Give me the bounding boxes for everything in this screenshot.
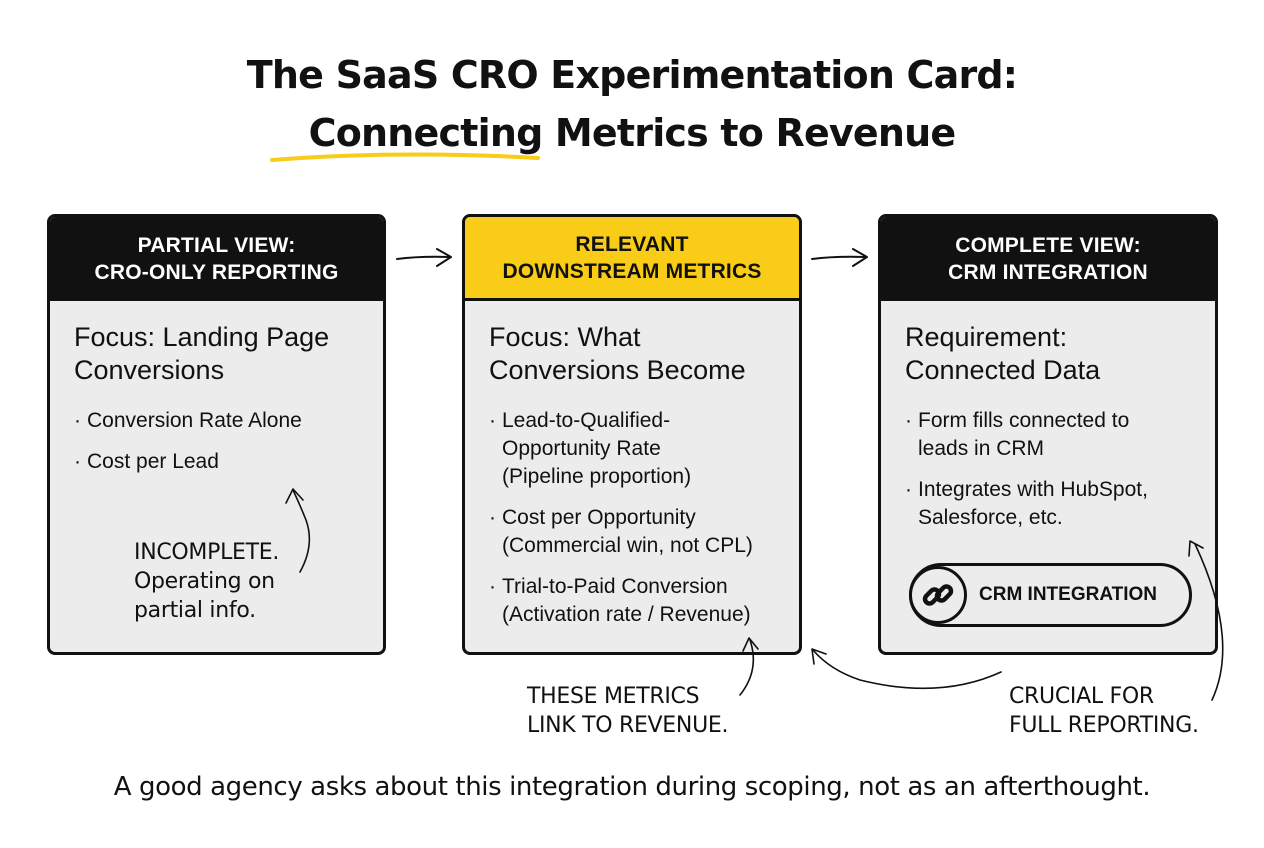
- card-downstream-metrics: RELEVANT DOWNSTREAM METRICS Focus: What …: [462, 214, 802, 655]
- card-header: COMPLETE VIEW: CRM INTEGRATION: [881, 217, 1215, 301]
- bullet-item: Cost per Lead: [74, 448, 383, 476]
- bullet-list: Lead-to-Qualified- Opportunity Rate (Pip…: [489, 407, 799, 629]
- bullet-text: Conversion Rate Alone: [87, 409, 302, 432]
- card-header-line: COMPLETE VIEW:: [955, 234, 1141, 257]
- card-header: RELEVANT DOWNSTREAM METRICS: [465, 217, 799, 301]
- annotation-line: INCOMPLETE.: [134, 540, 280, 565]
- card-focus: Focus: Landing Page Conversions: [74, 321, 383, 387]
- bullet-text: Cost per Opportunity: [502, 506, 696, 529]
- link-icon: [909, 566, 967, 624]
- crm-integration-badge: CRM INTEGRATION: [909, 563, 1192, 627]
- annotation-line: partial info.: [134, 598, 256, 623]
- bullet-text: Integrates with HubSpot,: [918, 478, 1148, 501]
- arrow-card1-to-card2: [396, 255, 451, 260]
- title-line-2: Connecting Metrics to Revenue: [308, 111, 957, 155]
- bullet-subtext: (Commercial win, not CPL): [502, 534, 753, 557]
- card-header-line: DOWNSTREAM METRICS: [502, 259, 762, 283]
- annotation-incomplete: INCOMPLETE. Operating on partial info.: [134, 538, 279, 625]
- bullet-text: Form fills connected to: [918, 409, 1130, 432]
- bullet-list: Form fills connected to leads in CRM Int…: [905, 407, 1215, 532]
- bullet-text: Salesforce, etc.: [918, 506, 1063, 529]
- badge-label: CRM INTEGRATION: [979, 584, 1158, 605]
- card-header-line: CRM INTEGRATION: [948, 261, 1148, 284]
- bullet-item: Form fills connected to leads in CRM: [905, 407, 1215, 463]
- bullet-text: Cost per Lead: [87, 450, 219, 473]
- annotation-line: LINK TO REVENUE.: [527, 713, 729, 738]
- annotation-link-to-revenue: THESE METRICS LINK TO REVENUE.: [527, 682, 728, 740]
- bullet-text: Opportunity Rate: [502, 437, 661, 460]
- card-focus-line: Connected Data: [905, 355, 1101, 385]
- bullet-item: Integrates with HubSpot, Salesforce, etc…: [905, 476, 1215, 532]
- annotation-crucial: CRUCIAL FOR FULL REPORTING.: [1009, 682, 1199, 740]
- arrow-to-card2: [812, 649, 1002, 690]
- footer-caption: A good agency asks about this integratio…: [113, 772, 1151, 802]
- bullet-item: Cost per Opportunity (Commercial win, no…: [489, 504, 799, 560]
- bullet-list: Conversion Rate Alone Cost per Lead: [74, 407, 383, 476]
- title-underline: [270, 152, 540, 162]
- card-focus: Focus: What Conversions Become: [489, 321, 799, 387]
- annotation-line: FULL REPORTING.: [1009, 713, 1199, 738]
- arrow-card2-to-card3: [811, 255, 867, 260]
- card-header-line: RELEVANT: [575, 232, 689, 256]
- card-focus-line: Conversions: [74, 355, 225, 385]
- bullet-text: leads in CRM: [918, 437, 1045, 460]
- bullet-text: Trial-to-Paid Conversion: [502, 575, 728, 598]
- annotation-line: CRUCIAL FOR: [1009, 684, 1154, 709]
- card-focus-line: Focus: Landing Page: [74, 322, 330, 352]
- annotation-line: Operating on: [134, 569, 275, 594]
- bullet-item: Trial-to-Paid Conversion (Activation rat…: [489, 573, 799, 629]
- card-focus-line: Conversions Become: [489, 355, 746, 385]
- annotation-line: THESE METRICS: [527, 684, 700, 709]
- card-header-line: CRO-ONLY REPORTING: [94, 261, 339, 284]
- card-focus-line: Focus: What: [489, 322, 641, 352]
- bullet-item: Lead-to-Qualified- Opportunity Rate (Pip…: [489, 407, 799, 491]
- card-header-line: PARTIAL VIEW:: [137, 234, 296, 257]
- bullet-item: Conversion Rate Alone: [74, 407, 383, 435]
- bullet-subtext: (Activation rate / Revenue): [502, 603, 751, 626]
- card-focus: Requirement: Connected Data: [905, 321, 1215, 387]
- bullet-text: Lead-to-Qualified-: [502, 409, 671, 432]
- card-header: PARTIAL VIEW: CRO-ONLY REPORTING: [50, 217, 383, 301]
- card-partial-view: PARTIAL VIEW: CRO-ONLY REPORTING Focus: …: [47, 214, 386, 655]
- title-line-1: The SaaS CRO Experimentation Card:: [246, 53, 1018, 97]
- card-focus-line: Requirement:: [905, 322, 1068, 352]
- bullet-subtext: (Pipeline proportion): [502, 465, 692, 488]
